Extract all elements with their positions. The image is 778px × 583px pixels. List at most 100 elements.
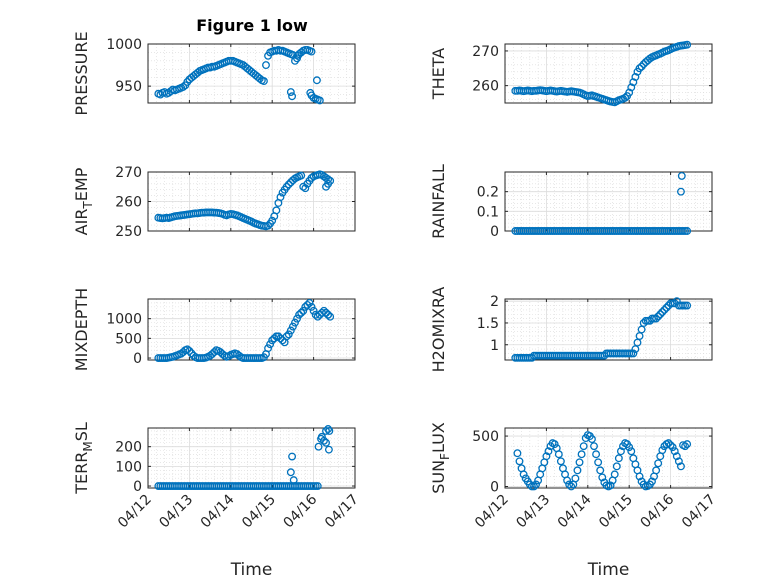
data-point [179, 83, 188, 91]
data-point [590, 442, 598, 451]
data-point [625, 443, 634, 452]
data-point [297, 308, 306, 317]
data-point [677, 462, 685, 471]
data-point [185, 346, 194, 355]
data-point [629, 349, 638, 358]
y-axis-label-tail: EMP [72, 167, 91, 201]
y-tick-label: 2 [490, 294, 499, 310]
data-point [282, 182, 291, 191]
data-point [324, 445, 333, 454]
data-point [654, 312, 663, 321]
data-point [325, 427, 334, 435]
data-point [683, 440, 692, 449]
panel-terr-msl: 0 100 200 04/12 04/13 04/14 04/15 04/16 04/17 Tim… [72, 422, 362, 580]
y-axis-label: TERRMSL [72, 422, 95, 495]
data-point [513, 449, 522, 458]
x-tick-label: 04/16 [638, 491, 678, 531]
y-axis-label-main: TERR [72, 452, 91, 495]
data-point [652, 314, 661, 323]
axes-frame [504, 298, 713, 361]
data-point [317, 432, 326, 441]
x-axis-label: Time [230, 560, 273, 580]
data-point [322, 438, 330, 447]
y-axis-label: AIRTEMP [72, 167, 95, 235]
data-point [594, 458, 603, 467]
y-tick-label: 100 [115, 459, 142, 475]
data-point [315, 96, 324, 105]
data-point [284, 180, 293, 189]
y-tick-label: 0 [490, 224, 499, 240]
y-axis-label-main: THETA [429, 48, 448, 100]
data-point [183, 345, 192, 354]
data-point [571, 474, 580, 483]
data-point [587, 435, 596, 444]
data-point [286, 88, 295, 96]
figure-title: Figure 1 low [196, 16, 308, 35]
data-point [313, 312, 322, 321]
axes-background [505, 172, 712, 231]
x-tick-label: 04/14 [555, 491, 595, 531]
x-tick-label: 04/17 [322, 492, 362, 532]
data-point [264, 221, 273, 230]
data-point [295, 310, 304, 319]
data-point [677, 187, 685, 196]
data-point [303, 300, 312, 309]
y-tick-label: 0 [490, 479, 499, 495]
data-point [320, 436, 328, 445]
data-point [322, 308, 330, 317]
panel-air-temp: 250 260 270 AIRTEMP [72, 165, 356, 240]
y-axis-label: SUNFLUX [429, 422, 452, 494]
y-tick-label: 200 [115, 440, 142, 456]
data-point [320, 306, 328, 315]
y-axis-label-main: MIXDEPTH [72, 288, 91, 371]
data-point [262, 61, 270, 70]
data-point [286, 468, 295, 477]
data-point [614, 454, 623, 463]
data-point [563, 476, 572, 485]
x-tick-label: 04/16 [281, 491, 321, 531]
data-point [681, 442, 690, 451]
data-point [550, 440, 559, 449]
y-tick-label: 260 [472, 79, 499, 95]
data-point [297, 171, 306, 180]
data-point [266, 340, 275, 349]
data-point [314, 442, 323, 451]
y-tick-label: 500 [115, 331, 142, 347]
data-point [268, 216, 277, 225]
y-axis-label-subscript: F [438, 453, 452, 460]
data-point [674, 457, 683, 466]
data-point [612, 462, 621, 471]
data-point [293, 314, 301, 323]
axes-frame [147, 43, 356, 104]
data-point [656, 310, 665, 319]
y-tick-label: 270 [115, 165, 142, 181]
y-tick-label: 500 [472, 429, 499, 445]
x-tick-label: 04/13 [156, 492, 196, 532]
y-tick-label: 1000 [106, 312, 142, 328]
data-point [288, 452, 297, 461]
data-point [324, 310, 333, 319]
data-point [598, 473, 607, 482]
x-tick-label: 04/12 [472, 492, 512, 532]
axes-background [148, 44, 355, 103]
x-tick-label: 04/15 [239, 492, 279, 532]
data-point [666, 441, 675, 450]
data-point [326, 312, 335, 321]
data-point [621, 93, 630, 102]
y-tick-label: 260 [115, 195, 142, 211]
data-point [683, 227, 692, 235]
y-tick-label: 0 [133, 351, 142, 367]
panel-h2omixra: 1 1.5 2 H2OMIXRA [429, 287, 713, 372]
data-point [677, 171, 686, 180]
data-point [670, 447, 679, 456]
data-point [259, 77, 268, 86]
y-tick-label: 1.5 [477, 316, 499, 332]
data-point [643, 482, 652, 490]
data-point [515, 457, 524, 466]
data-point [635, 472, 644, 481]
y-axis-label-main: PRESSURE [72, 31, 91, 115]
y-axis-label-tail: SL [72, 422, 91, 441]
y-tick-label: 250 [115, 224, 142, 240]
data-point [307, 47, 316, 56]
